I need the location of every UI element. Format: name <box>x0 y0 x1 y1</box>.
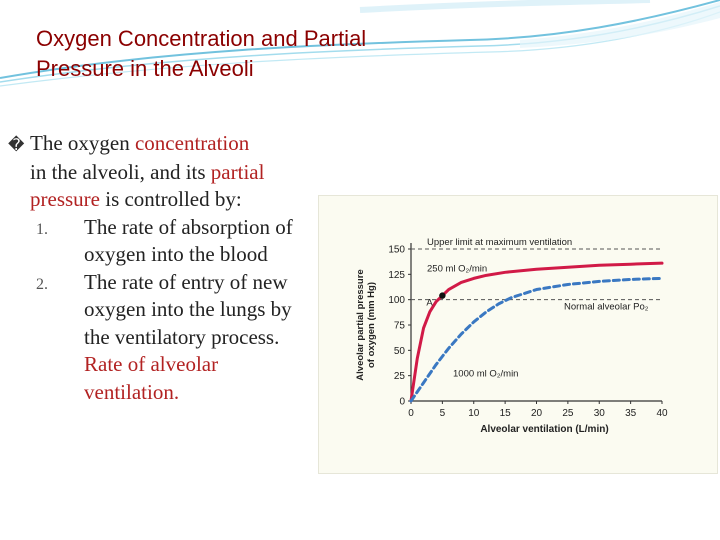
intro-concentration: concentration <box>134 131 250 155</box>
list-item-text: The rate of absorption of oxygen into th… <box>84 214 293 267</box>
bullet-glyph-icon: � <box>8 135 25 154</box>
slide-body: � The oxygen concentration in the alveoli… <box>8 130 318 406</box>
list-item-number: 1. <box>36 220 48 238</box>
x-tick-label: 25 <box>562 408 574 419</box>
series-label-1000: 1000 ml O₂/min <box>453 369 518 380</box>
y-tick-label: 50 <box>394 346 406 357</box>
series-line-2 <box>409 276 664 403</box>
list-item: 2. The rate of entry of new oxygen into … <box>8 269 318 407</box>
x-tick-label: 10 <box>468 408 480 419</box>
intro-part1: The oxygen <box>30 131 135 155</box>
y-tick-label: 100 <box>388 295 405 306</box>
header-swoosh-decoration <box>0 0 720 87</box>
normal-po2-label: Normal alveolar Po₂ <box>564 302 649 313</box>
y-axis-label-line2: of oxygen (mm Hg) <box>366 282 377 368</box>
series-line-1 <box>409 261 664 403</box>
x-tick-label: 15 <box>500 408 512 419</box>
y-axis-label-line1: Alveolar partial pressure <box>355 269 366 380</box>
series-label-250: 250 ml O₂/min <box>427 263 487 274</box>
y-tick-label: 125 <box>388 270 405 281</box>
factor-list: 1. The rate of absorption of oxygen into… <box>8 214 318 407</box>
x-tick-label: 20 <box>531 408 543 419</box>
list-item-text: The rate of entry of new oxygen into the… <box>84 269 292 349</box>
x-tick-label: 35 <box>625 408 637 419</box>
upper-limit-label: Upper limit at maximum ventilation <box>427 237 572 248</box>
y-tick-label: 75 <box>394 321 406 332</box>
x-axis-label: Alveolar ventilation (L/min) <box>480 424 608 435</box>
point-a-marker <box>439 292 446 299</box>
point-a-label: A <box>426 298 433 309</box>
oxygen-ventilation-chart: 0 25 50 75 100 125 150 0 5 10 15 20 25 30 35 40 Alveolar… <box>355 237 668 435</box>
y-tick-label: 0 <box>399 397 405 408</box>
slide-title-line2: Pressure in the Alveoli <box>36 56 254 81</box>
y-tick-label: 150 <box>388 245 405 256</box>
x-tick-label: 5 <box>440 408 446 419</box>
intro-line3: pressure is controlled by: <box>8 186 318 214</box>
intro-pressure: pressure <box>30 187 100 211</box>
intro-partial: partial <box>210 159 265 184</box>
x-tick-label: 30 <box>594 408 606 419</box>
intro-part3: in the alveoli, and its <box>30 159 211 184</box>
intro-line2: in the alveoli, and its partial <box>8 159 318 187</box>
chart-panel: 0 25 50 75 100 125 150 0 5 10 15 20 25 30 35 40 Alveolar… <box>318 195 718 474</box>
list-item-number: 2. <box>36 275 48 293</box>
intro-paragraph: � The oxygen concentration in the alveoli… <box>8 130 318 214</box>
list-item: 1. The rate of absorption of oxygen into… <box>8 214 318 269</box>
x-tick-label: 0 <box>408 408 414 419</box>
intro-part6: is controlled by: <box>99 187 242 211</box>
slide-title-line1: Oxygen Concentration and Partial <box>36 26 367 51</box>
list-item-highlight: Rate of alveolar ventilation. <box>84 352 219 404</box>
slide-title: Oxygen Concentration and Partial Pressur… <box>36 24 456 84</box>
x-tick-label: 40 <box>656 408 668 419</box>
y-tick-label: 25 <box>394 371 406 382</box>
